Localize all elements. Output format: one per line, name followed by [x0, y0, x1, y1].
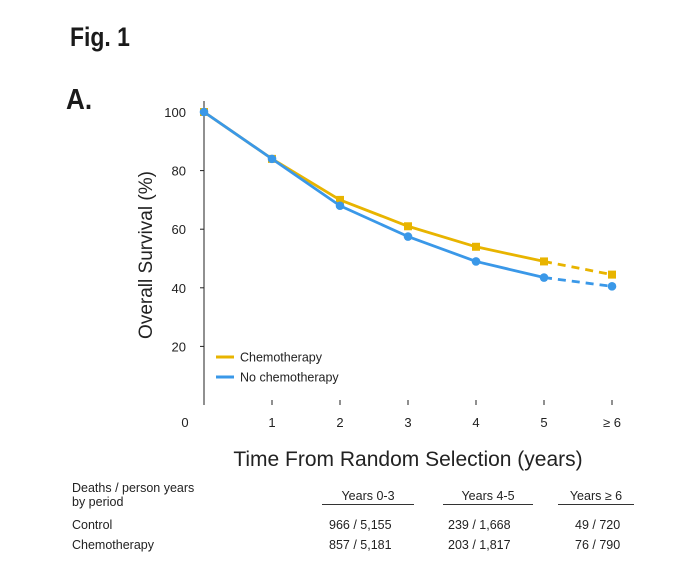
cell-control-1: 239 / 1,668	[448, 518, 511, 532]
point-1-5	[539, 273, 549, 282]
series-line-1	[203, 110, 545, 279]
legend-label-1: No chemotherapy	[240, 371, 339, 385]
table-header: Deaths / person years by period	[72, 481, 195, 509]
cell-chemotherapy-2: 76 / 790	[575, 538, 621, 552]
panel-label: A.	[66, 84, 93, 116]
point-0-2	[336, 195, 344, 204]
x-tick-label-2: 2	[336, 415, 343, 430]
x-axis-label: Time From Random Selection (years)	[233, 448, 582, 471]
series-line-dashed-1	[543, 276, 613, 288]
legend-label-0: Chemotherapy	[240, 351, 323, 365]
point-0-3	[404, 222, 412, 231]
y-tick-label-4: 100	[164, 105, 186, 120]
x-tick-label-1: 1	[268, 415, 275, 430]
point-1-3	[403, 232, 413, 241]
y-tick-label-0: 20	[172, 339, 186, 354]
row-label-chemotherapy: Chemotherapy	[72, 538, 154, 552]
x-tick-label-3: 3	[404, 415, 411, 430]
y-axis-label: Overall Survival (%)	[136, 171, 157, 339]
period-header-2: Years ≥ 6	[558, 489, 634, 505]
point-1-1	[267, 154, 277, 164]
point-1-6	[607, 282, 617, 291]
x-tick-label-0: 0	[181, 415, 188, 430]
x-tick-label-6: ≥ 6	[603, 415, 621, 430]
series-line-dashed-0	[543, 260, 613, 276]
period-header-0: Years 0-3	[322, 489, 414, 505]
y-tick-label-2: 60	[172, 222, 186, 237]
point-0-5	[540, 257, 548, 266]
series-layer	[199, 107, 617, 291]
x-ticks: 0 1 2 3 4 5 ≥ 6	[181, 400, 621, 430]
y-tick-label-3: 80	[172, 164, 186, 179]
point-0-4	[472, 242, 480, 251]
point-1-0	[199, 107, 209, 117]
period-header-1: Years 4-5	[443, 489, 533, 505]
y-ticks: 20 40 60 80 100	[164, 105, 204, 354]
point-1-4	[471, 257, 481, 266]
figure-label: Fig. 1	[70, 22, 130, 52]
cell-control-0: 966 / 5,155	[329, 518, 392, 532]
cell-chemotherapy-0: 857 / 5,181	[329, 538, 392, 552]
legend: Chemotherapy No chemotherapy	[216, 351, 339, 385]
y-tick-label-1: 40	[172, 281, 186, 296]
x-tick-label-4: 4	[472, 415, 479, 430]
x-tick-label-5: 5	[540, 415, 547, 430]
row-label-control: Control	[72, 518, 113, 532]
cell-control-2: 49 / 720	[575, 518, 621, 532]
cell-chemotherapy-1: 203 / 1,817	[448, 538, 511, 552]
point-1-2	[335, 201, 345, 211]
point-0-6	[608, 270, 616, 279]
